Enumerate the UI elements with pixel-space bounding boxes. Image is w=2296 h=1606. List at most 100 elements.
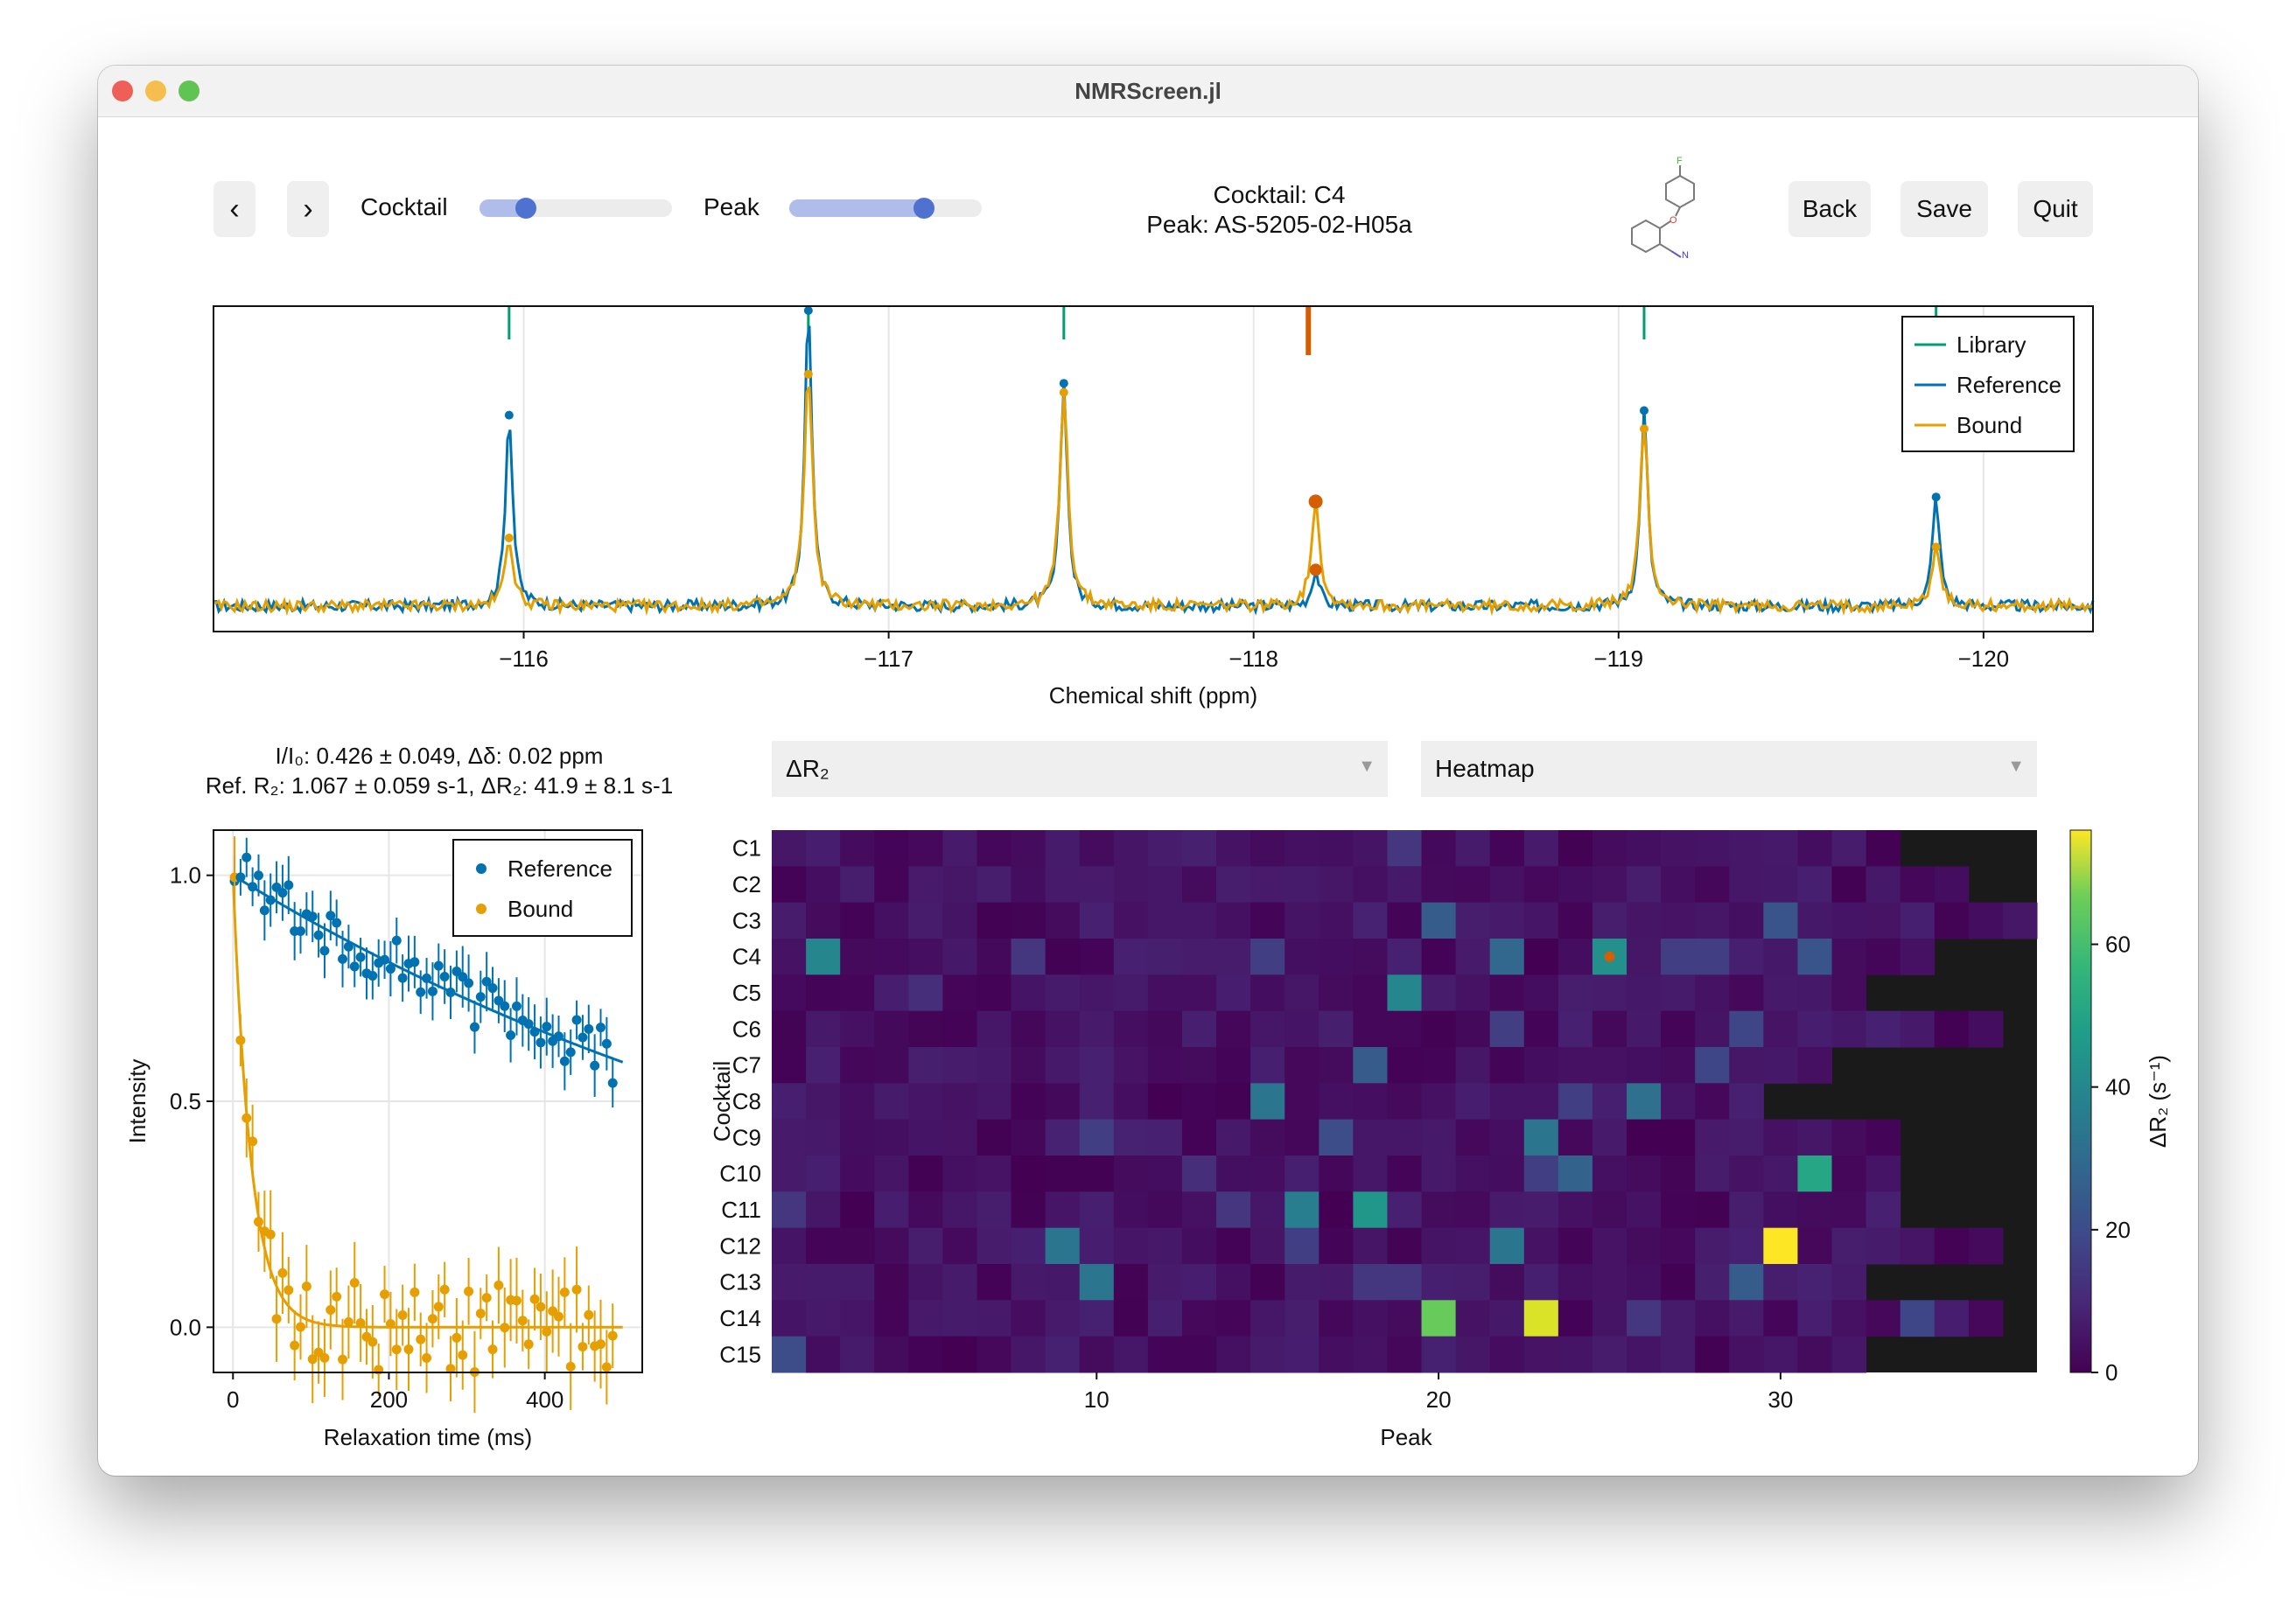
heatmap-cell[interactable]	[976, 974, 1012, 1012]
heatmap-cell[interactable]	[1558, 1156, 1593, 1192]
heatmap-cell[interactable]	[840, 1191, 875, 1229]
heatmap-cell[interactable]	[1284, 1191, 1320, 1229]
heatmap-cell[interactable]	[1797, 1156, 1833, 1192]
heatmap-cell[interactable]	[1011, 902, 1046, 939]
heatmap-cell[interactable]	[1079, 939, 1115, 975]
heatmap-cell[interactable]	[1489, 1119, 1525, 1156]
heatmap-cell[interactable]	[1592, 1119, 1628, 1156]
heatmap-cell[interactable]	[840, 1336, 875, 1373]
heatmap-cell[interactable]	[1113, 902, 1149, 939]
heatmap-cell[interactable]	[976, 866, 1012, 904]
heatmap-cell[interactable]	[1319, 1191, 1354, 1229]
heatmap-cell[interactable]	[1866, 1119, 1901, 1156]
heatmap-cell[interactable]	[1729, 866, 1764, 904]
heatmap-cell[interactable]	[874, 1010, 909, 1048]
heatmap-cell[interactable]	[1695, 1336, 1730, 1373]
heatmap-cell[interactable]	[874, 1119, 909, 1156]
heatmap-cell[interactable]	[1011, 1227, 1046, 1265]
heatmap-cell[interactable]	[942, 1227, 977, 1265]
heatmap-cell[interactable]	[1523, 1010, 1559, 1048]
heatmap-cell[interactable]	[1900, 1227, 1936, 1265]
heatmap-cell[interactable]	[1763, 1191, 1798, 1229]
heatmap-cell[interactable]	[840, 1010, 875, 1048]
heatmap-cell[interactable]	[1627, 1047, 1662, 1084]
heatmap-cell[interactable]	[1353, 1227, 1388, 1265]
heatmap-cell[interactable]	[874, 1156, 909, 1192]
heatmap-cell[interactable]	[1421, 866, 1457, 904]
heatmap-cell[interactable]	[1763, 974, 1798, 1012]
heatmap-cell[interactable]	[1421, 1010, 1457, 1048]
heatmap-cell[interactable]	[1797, 830, 1833, 867]
heatmap-cell[interactable]	[1797, 1010, 1833, 1048]
heatmap-cell[interactable]	[1831, 902, 1867, 939]
heatmap-cell[interactable]	[1250, 902, 1285, 939]
heatmap-cell[interactable]	[1695, 1227, 1730, 1265]
heatmap-cell[interactable]	[772, 902, 807, 939]
heatmap-cell[interactable]	[840, 1119, 875, 1156]
heatmap-cell[interactable]	[874, 1336, 909, 1373]
heatmap-cell[interactable]	[772, 1191, 807, 1229]
heatmap-cell[interactable]	[1216, 830, 1251, 867]
heatmap-cell[interactable]	[1797, 866, 1833, 904]
heatmap-cell[interactable]	[1216, 1227, 1251, 1265]
heatmap-cell[interactable]	[1113, 1264, 1149, 1301]
heatmap-cell[interactable]	[1523, 1191, 1559, 1229]
heatmap-cell[interactable]	[1455, 1264, 1491, 1301]
heatmap-cell[interactable]	[1147, 1083, 1183, 1121]
heatmap-cell[interactable]	[976, 1300, 1012, 1337]
heatmap-cell[interactable]	[1284, 866, 1320, 904]
heatmap-cell[interactable]	[1147, 1156, 1183, 1192]
heatmap-cell[interactable]	[1079, 1191, 1115, 1229]
heatmap-cell[interactable]	[1250, 1227, 1285, 1265]
heatmap-cell[interactable]	[1695, 1010, 1730, 1048]
heatmap-cell[interactable]	[1489, 1336, 1525, 1373]
heatmap-cell[interactable]	[1900, 902, 1936, 939]
heatmap-cell[interactable]	[976, 1336, 1012, 1373]
heatmap-cell[interactable]	[1455, 974, 1491, 1012]
view-dropdown[interactable]: Heatmap ▼	[1421, 741, 2037, 797]
heatmap-cell[interactable]	[1797, 939, 1833, 975]
heatmap-cell[interactable]	[1387, 1047, 1423, 1084]
heatmap-cell[interactable]	[1045, 1083, 1081, 1121]
heatmap-cell[interactable]	[1763, 1227, 1798, 1265]
heatmap-cell[interactable]	[1353, 902, 1388, 939]
heatmap-cell[interactable]	[1489, 974, 1525, 1012]
heatmap-cell[interactable]	[840, 866, 875, 904]
heatmap-cell[interactable]	[1079, 1083, 1115, 1121]
heatmap-cell[interactable]	[1627, 1119, 1662, 1156]
heatmap-cell[interactable]	[1216, 1191, 1251, 1229]
heatmap-cell[interactable]	[1455, 1010, 1491, 1048]
heatmap-cell[interactable]	[1661, 1083, 1696, 1121]
heatmap-cell[interactable]	[1216, 902, 1251, 939]
heatmap-cell[interactable]	[1045, 902, 1081, 939]
heatmap-cell[interactable]	[1147, 830, 1183, 867]
relaxation-plot[interactable]: 0 200 400 0.0 0.5 1.0 Relaxation time (ms) In…	[98, 66, 798, 1476]
heatmap-cell[interactable]	[1695, 830, 1730, 867]
heatmap-cell[interactable]	[1079, 866, 1115, 904]
heatmap-cell[interactable]	[1421, 939, 1457, 975]
heatmap-cell[interactable]	[772, 1119, 807, 1156]
heatmap-cell[interactable]	[1181, 974, 1217, 1012]
heatmap-cell[interactable]	[1147, 1264, 1183, 1301]
peak-slider[interactable]	[789, 198, 982, 219]
heatmap-cell[interactable]	[1558, 1010, 1593, 1048]
heatmap-cell[interactable]	[1455, 902, 1491, 939]
heatmap-cell[interactable]	[1181, 1119, 1217, 1156]
heatmap-plot[interactable]: C1 C2 C3 C4 C5 C6 C7 C8 C9 C10 C11 C12 C13 C14 C15 10 20…	[98, 66, 2198, 1476]
heatmap-cell[interactable]	[1011, 866, 1046, 904]
heatmap-cell[interactable]	[1558, 1264, 1593, 1301]
heatmap-cell[interactable]	[1763, 902, 1798, 939]
heatmap-cell[interactable]	[1011, 830, 1046, 867]
heatmap-cell[interactable]	[1523, 902, 1559, 939]
heatmap-cell[interactable]	[1627, 1156, 1662, 1192]
heatmap-cell[interactable]	[942, 974, 977, 1012]
heatmap-cell[interactable]	[1831, 1010, 1867, 1048]
heatmap-cell[interactable]	[1250, 1010, 1285, 1048]
heatmap-cell[interactable]	[1729, 939, 1764, 975]
heatmap-cell[interactable]	[1592, 1264, 1628, 1301]
heatmap-cell[interactable]	[1216, 1156, 1251, 1192]
heatmap-cell[interactable]	[908, 1264, 943, 1301]
heatmap-cell[interactable]	[1216, 1119, 1251, 1156]
heatmap-cell[interactable]	[1661, 1264, 1696, 1301]
heatmap-cell[interactable]	[1831, 939, 1867, 975]
